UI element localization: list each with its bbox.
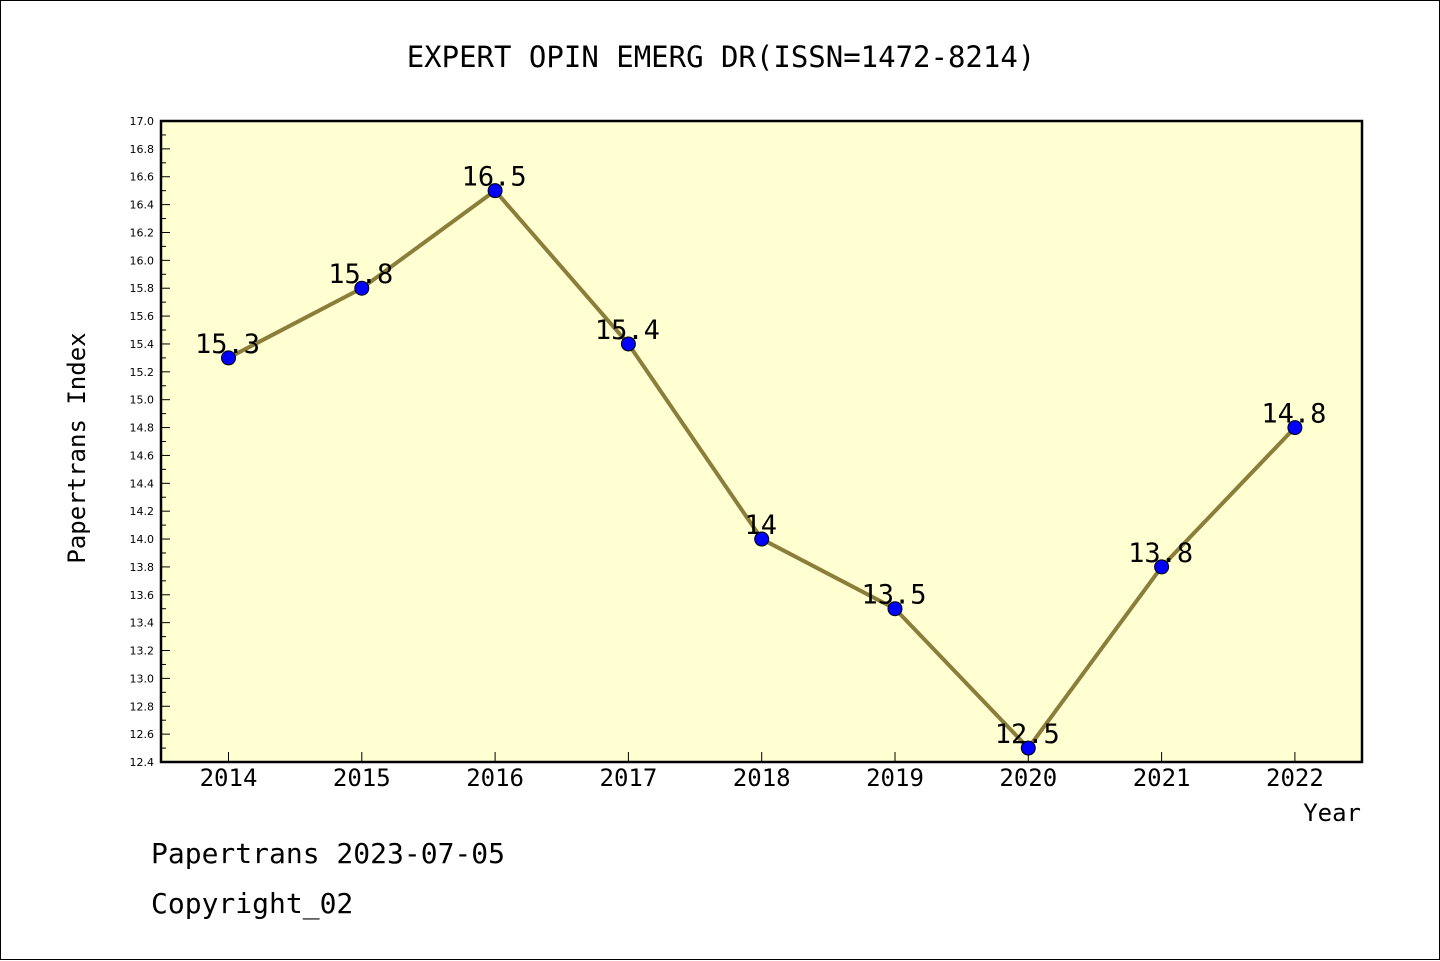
y-tick-label: 13.6 (130, 589, 155, 602)
data-label: 15.3 (195, 329, 260, 360)
x-tick-label: 2017 (600, 764, 658, 792)
x-tick-label: 2018 (733, 764, 791, 792)
y-tick-label: 14.6 (130, 449, 155, 462)
y-tick-label: 12.4 (130, 756, 155, 769)
y-tick-label: 17.0 (130, 115, 155, 128)
series-line-group (221, 183, 1303, 756)
data-label-group: 15.3 15.8 16.5 15.4 14 13.5 12.5 13.8 14.8 (195, 162, 1326, 750)
y-tick-label: 16.0 (130, 254, 155, 267)
data-label: 15.4 (595, 315, 660, 346)
data-point (487, 183, 503, 199)
data-label: 13.8 (1128, 538, 1193, 569)
data-point (1020, 740, 1036, 756)
y-tick-label: 15.8 (130, 282, 155, 295)
y-axis-label: Papertrans Index (63, 332, 91, 563)
x-tick-label: 2014 (200, 764, 258, 792)
y-tick-label: 13.8 (130, 561, 155, 574)
data-label: 13.5 (861, 580, 926, 611)
data-point (620, 336, 636, 352)
data-label: 14.8 (1261, 399, 1326, 430)
x-tick-label: 2016 (466, 764, 524, 792)
x-axis-label: Year (1303, 799, 1361, 827)
data-point (1154, 559, 1170, 575)
x-tick-label: 2015 (333, 764, 391, 792)
footer-date-text: Papertrans 2023-07-05 (151, 837, 506, 870)
x-tick-label: 2022 (1266, 764, 1324, 792)
y-tick-label: 12.6 (130, 728, 155, 741)
data-label: 14 (744, 510, 777, 541)
data-point (887, 601, 903, 617)
chart-title: EXPERT OPIN EMERG DR(ISSN=1472-8214) (407, 40, 1036, 74)
data-label: 15.8 (328, 259, 393, 290)
y-tick-label: 13.4 (130, 617, 155, 630)
data-point (354, 280, 370, 296)
footer-copyright-text: Copyright_02 (151, 887, 354, 920)
y-tick-label: 12.8 (130, 700, 155, 713)
y-axis: 12.4 12.6 12.8 13.0 13.2 13.4 13.6 13.8 14.0 14.2… (130, 115, 170, 769)
plot-area (159, 119, 1364, 764)
y-tick-label: 15.6 (130, 310, 155, 323)
x-axis: 2014 2015 2016 2017 2018 2019 2020 2021 2022 (200, 752, 1324, 792)
y-tick-label: 14.2 (130, 505, 155, 518)
y-tick-label: 15.2 (130, 366, 155, 379)
y-tick-label: 16.2 (130, 226, 155, 239)
data-label: 16.5 (462, 162, 527, 193)
y-tick-label: 16.4 (130, 199, 155, 212)
y-tick-label: 15.4 (130, 338, 155, 351)
x-tick-label: 2020 (999, 764, 1057, 792)
y-tick-label: 16.6 (130, 171, 155, 184)
y-tick-label: 14.0 (130, 533, 155, 546)
y-tick-label: 13.2 (130, 645, 155, 658)
data-point (221, 350, 236, 366)
y-tick-label: 13.0 (130, 672, 155, 685)
data-point (1287, 420, 1303, 436)
y-tick-label: 16.8 (130, 143, 155, 156)
data-point (754, 531, 770, 547)
y-tick-label: 15.0 (130, 394, 155, 407)
x-tick-label: 2019 (866, 764, 924, 792)
x-tick-label: 2021 (1133, 764, 1191, 792)
y-tick-label: 14.4 (130, 477, 155, 490)
data-label: 12.5 (995, 719, 1060, 750)
y-tick-label: 14.8 (130, 422, 155, 435)
